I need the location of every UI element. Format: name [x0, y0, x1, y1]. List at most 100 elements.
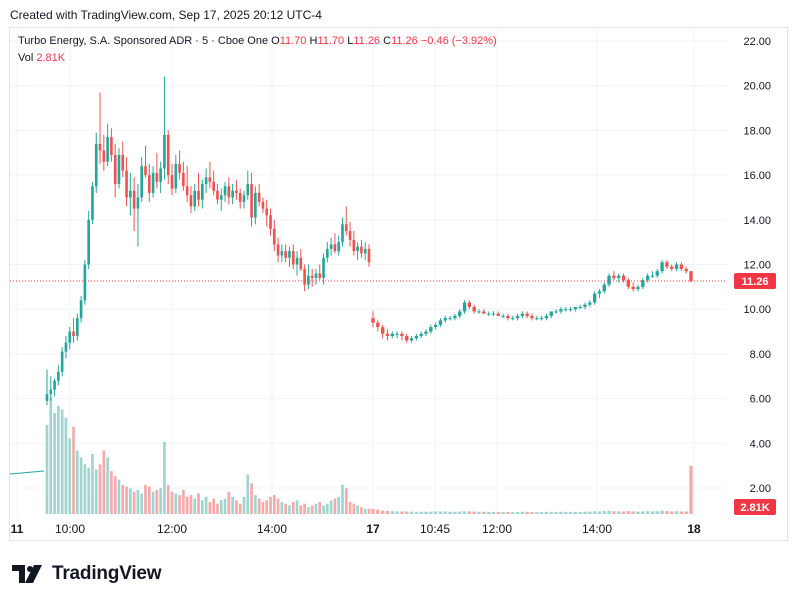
day2-volume-bar: [525, 511, 529, 514]
day1-volume-bar: [272, 495, 276, 514]
day1-candle: [98, 92, 102, 164]
day1-volume-bar: [178, 495, 181, 514]
day2-candle: [636, 284, 640, 292]
close-label: C: [383, 35, 392, 47]
day1-volume-bar: [144, 484, 147, 514]
x-tick-label: 17: [366, 522, 380, 536]
day1-candle: [246, 170, 250, 200]
day2-candle: [496, 311, 500, 316]
day2-candle: [650, 271, 655, 278]
day2-volume-bar: [645, 511, 650, 514]
day1-volume-bar: [246, 474, 250, 514]
day2-candle: [429, 324, 433, 334]
day2-candle: [535, 315, 539, 321]
day2-candle: [501, 313, 505, 319]
y-tick-label: 14.00: [743, 215, 771, 227]
day1-candle: [356, 242, 359, 261]
x-tick-label: 10:00: [55, 522, 85, 536]
price-axis[interactable]: 22.00 20.00 18.00 16.00 14.00 12.00 10.00 8.00 6…: [743, 36, 771, 495]
day1-volume-bar: [166, 484, 170, 514]
day2-volume-bar: [405, 511, 409, 514]
day2-volume-bar: [419, 511, 423, 514]
low-value: 11.26: [353, 35, 381, 47]
day1-volume-bar: [49, 397, 53, 514]
open-value: 11.70: [279, 35, 307, 47]
day2-candle: [380, 324, 385, 339]
day1-candle: [250, 172, 253, 227]
day1-volume-bar: [72, 426, 75, 514]
day2-volume-bar: [530, 512, 534, 514]
day1-candle: [367, 244, 371, 267]
day1-candle: [60, 347, 64, 377]
day1-volume-bar: [57, 406, 60, 514]
day1-volume-bar: [261, 502, 265, 514]
day2-candle: [438, 318, 443, 328]
day1-volume-bar: [185, 496, 189, 514]
day1-volume-bar: [344, 488, 348, 514]
day1-candle: [132, 177, 136, 231]
day2-volume-bar: [539, 512, 544, 514]
day1-volume-bar: [87, 467, 90, 514]
day2-volume-bar: [511, 512, 515, 514]
day2-volume-bar: [621, 511, 626, 514]
day1-volume-bar: [125, 486, 128, 514]
day1-candle: [261, 197, 265, 214]
day1-volume-bar: [212, 498, 216, 514]
day1-candle: [329, 237, 333, 256]
day1-candle: [272, 219, 276, 252]
volume-bars: [9, 397, 693, 514]
day1-volume-bar: [242, 496, 246, 514]
day1-volume-bar: [45, 424, 49, 514]
day1-candle: [223, 181, 227, 202]
day1-volume-bar: [121, 484, 125, 514]
high-label: H: [309, 35, 318, 47]
day1-volume-bar: [219, 500, 223, 514]
day2-volume-bar: [583, 511, 587, 514]
day2-candle: [578, 304, 582, 310]
day2-candle: [477, 309, 481, 314]
day2-volume-bar: [496, 511, 500, 514]
day2-candle: [544, 313, 549, 321]
y-tick-label: 2.00: [750, 483, 771, 495]
time-axis[interactable]: 11 10:00 12:00 14:00 17 10:45 12:00 14:00 18: [11, 522, 701, 536]
day2-volume-bar: [376, 509, 380, 514]
day1-candle: [147, 163, 151, 202]
day1-volume-bar: [265, 500, 269, 514]
day2-candle: [395, 331, 399, 339]
day1-volume-bar: [295, 500, 299, 514]
day2-volume-bar: [650, 511, 655, 514]
day2-candle: [424, 329, 428, 337]
day2-candle: [559, 306, 563, 314]
day1-candle: [212, 170, 216, 196]
day2-volume-bar: [568, 511, 573, 514]
day2-volume-bar: [424, 511, 428, 514]
day1-volume-bar: [159, 488, 162, 514]
day1-volume-bar: [363, 508, 367, 514]
day1-candle: [333, 233, 337, 254]
day1-volume-bar: [170, 491, 174, 514]
ohlc-legend: Turbo Energy, S.A. Sponsored ADR · 5 · C…: [18, 35, 497, 47]
y-tick-label: 8.00: [750, 349, 771, 361]
candles: [45, 76, 693, 406]
premarket-volume-trace: [9, 470, 45, 475]
day1-volume-bar: [254, 495, 257, 514]
chart-pane[interactable]: [9, 27, 788, 541]
day1-candle: [352, 230, 356, 256]
day1-candle: [291, 244, 295, 269]
day2-candle: [539, 315, 544, 321]
y-tick-label: 16.00: [743, 170, 771, 182]
volume-value: 2.81K: [36, 52, 66, 64]
day1-candle: [151, 166, 155, 198]
y-tick-label: 12.00: [743, 260, 771, 272]
tradingview-logo[interactable]: TradingView: [12, 563, 162, 585]
grid-lines: [10, 28, 727, 516]
day1-candle: [197, 172, 200, 207]
day1-volume-bar: [310, 505, 314, 514]
x-tick-label: 14:00: [582, 522, 612, 536]
day1-candle: [49, 376, 53, 401]
day1-volume-bar: [83, 464, 87, 514]
day2-volume-bar: [414, 511, 419, 514]
day1-volume-bar: [341, 484, 344, 514]
volume-label: Vol: [18, 52, 34, 64]
